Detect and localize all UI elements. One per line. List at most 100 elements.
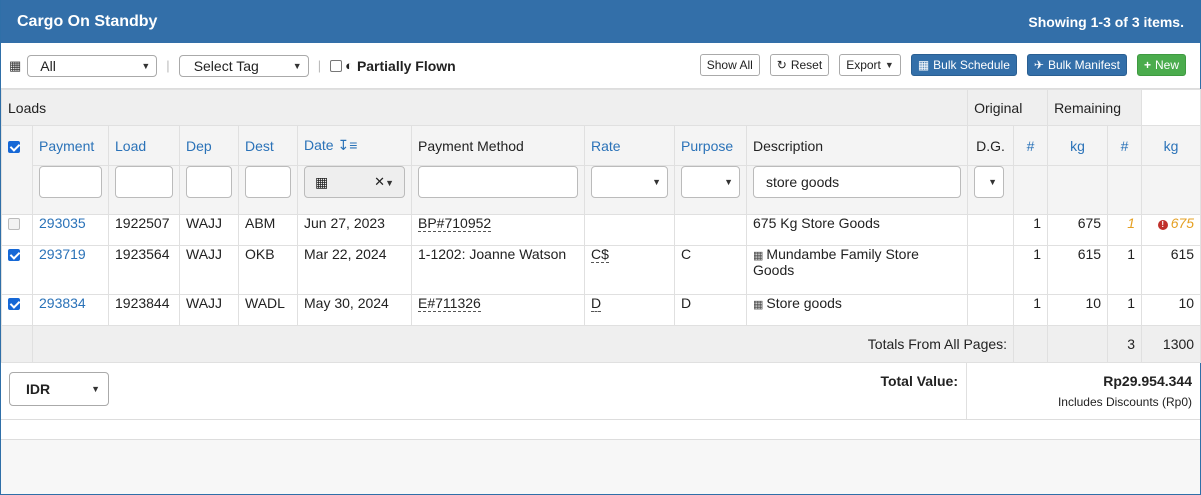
table-row: 293834 1923844 WAJJ WADL May 30, 2024 E#… bbox=[1, 294, 1201, 326]
column-header-load[interactable]: Load bbox=[108, 125, 180, 166]
column-header-dest[interactable]: Dest bbox=[238, 125, 298, 166]
half-circle-icon: ◐ bbox=[345, 58, 353, 73]
column-header-remaining-kg[interactable]: kg bbox=[1141, 125, 1201, 166]
chevron-down-icon: ▼ bbox=[91, 384, 100, 394]
row-select-checkbox[interactable] bbox=[8, 249, 20, 262]
divider: | bbox=[317, 58, 322, 73]
show-all-button[interactable]: Show All bbox=[699, 54, 760, 76]
rate-link[interactable]: C$ bbox=[591, 246, 609, 263]
discount-note: Includes Discounts (Rp0) bbox=[1057, 395, 1192, 409]
payment-link[interactable]: 293719 bbox=[39, 246, 86, 262]
remaining-count-cell: 1 bbox=[1107, 245, 1143, 295]
column-header-dep[interactable]: Dep bbox=[179, 125, 239, 166]
payment-link[interactable]: 293834 bbox=[39, 295, 86, 311]
group-header-loads: Loads bbox=[0, 89, 969, 126]
column-header-description: Description bbox=[745, 125, 969, 166]
dg-cell bbox=[967, 294, 1015, 326]
chevron-down-icon: ▼ bbox=[988, 177, 998, 187]
row-select-checkbox[interactable] bbox=[8, 218, 20, 231]
select-all-checkbox[interactable] bbox=[8, 141, 20, 154]
export-button[interactable]: Export ▼ bbox=[839, 54, 901, 76]
plus-icon: + bbox=[1143, 58, 1151, 72]
column-header-original-kg[interactable]: kg bbox=[1047, 125, 1109, 166]
dest-cell: ABM bbox=[238, 214, 298, 246]
description-cell: ▦ Mundambe Family Store Goods bbox=[745, 245, 969, 295]
toolbar: ▦ All ▼ | Select Tag ▼ | ◐ Partially Flo… bbox=[1, 43, 1200, 89]
remaining-count-cell: 1 bbox=[1107, 294, 1143, 326]
calendar-icon: ▦ bbox=[315, 173, 329, 190]
original-kg-cell: 10 bbox=[1047, 294, 1109, 326]
load-cell: 1922507 bbox=[108, 214, 180, 246]
group-header-original: Original bbox=[967, 89, 1049, 126]
footer-spacer bbox=[1, 420, 1200, 440]
rate-link[interactable]: D bbox=[591, 295, 602, 312]
remaining-count-cell: 1 bbox=[1107, 214, 1143, 246]
column-header-date[interactable]: Date ↧≡ bbox=[297, 125, 412, 166]
chevron-down-icon: ▼ bbox=[141, 60, 151, 71]
chevron-down-icon: ▼ bbox=[292, 60, 302, 71]
cargo-table: Loads Original Remaining Payment Load De… bbox=[0, 89, 1201, 363]
dep-filter-input[interactable] bbox=[186, 166, 232, 198]
original-kg-cell: 675 bbox=[1047, 214, 1109, 246]
dep-cell: WAJJ bbox=[179, 245, 239, 295]
remaining-kg-cell: ! 675 bbox=[1141, 214, 1201, 246]
totals-count: 3 bbox=[1107, 325, 1143, 363]
column-header-original-count[interactable]: # bbox=[1013, 125, 1049, 166]
caret-down-icon: ▼ bbox=[884, 60, 894, 70]
payment-filter-input[interactable] bbox=[39, 166, 102, 198]
purpose-filter-select[interactable]: ▼ bbox=[681, 166, 740, 198]
calendar-icon: ▦ bbox=[753, 250, 764, 262]
row-select-checkbox[interactable] bbox=[8, 298, 20, 311]
load-cell: 1923844 bbox=[108, 294, 180, 326]
purpose-cell: D bbox=[674, 294, 747, 326]
purpose-cell: C bbox=[674, 245, 747, 295]
partially-flown-checkbox[interactable] bbox=[330, 59, 343, 72]
dep-cell: WAJJ bbox=[179, 294, 239, 326]
table-row: 293719 1923564 WAJJ OKB Mar 22, 2024 1-1… bbox=[1, 245, 1201, 295]
description-filter-input[interactable]: store goods bbox=[753, 166, 962, 198]
currency-select[interactable]: IDR ▼ bbox=[9, 372, 109, 406]
payment-method-cell: 1-1202: Joanne Watson bbox=[411, 245, 585, 295]
dest-cell: WADL bbox=[238, 294, 298, 326]
partially-flown-label: Partially Flown bbox=[356, 57, 456, 74]
date-cell: May 30, 2024 bbox=[297, 294, 412, 326]
payment-method-link[interactable]: BP#710952 bbox=[418, 215, 492, 232]
group-header-row: Loads Original Remaining bbox=[0, 89, 1201, 126]
dg-cell bbox=[967, 245, 1015, 295]
calendar-icon: ▦ bbox=[753, 299, 764, 311]
date-range-select[interactable]: All ▼ bbox=[27, 54, 158, 77]
column-header-payment[interactable]: Payment bbox=[32, 125, 109, 166]
bulk-manifest-button[interactable]: ✈ Bulk Manifest bbox=[1026, 54, 1127, 76]
filter-row: ▦ ✕▼ ▼ ▼ store goods ▼ bbox=[2, 165, 1201, 215]
payment-method-link[interactable]: E#711326 bbox=[418, 295, 481, 312]
clear-date-icon[interactable]: ✕▼ bbox=[374, 174, 394, 189]
dest-filter-input[interactable] bbox=[245, 166, 291, 198]
bulk-schedule-button[interactable]: ▦ Bulk Schedule bbox=[910, 54, 1017, 76]
remaining-kg-cell: 615 bbox=[1141, 245, 1201, 295]
group-header-remaining: Remaining bbox=[1047, 89, 1143, 126]
column-header-remaining-count[interactable]: # bbox=[1107, 125, 1143, 166]
original-count-cell: 1 bbox=[1013, 294, 1049, 326]
original-count-cell: 1 bbox=[1013, 245, 1049, 295]
total-value-amount: Rp29.954.344 bbox=[1103, 373, 1192, 389]
payment-method-filter-input[interactable] bbox=[418, 166, 578, 198]
date-filter-picker[interactable]: ▦ ✕▼ bbox=[304, 166, 405, 198]
load-cell: 1923564 bbox=[108, 245, 180, 295]
payment-link[interactable]: 293035 bbox=[39, 215, 86, 231]
new-button[interactable]: + New bbox=[1136, 54, 1186, 76]
column-header-purpose[interactable]: Purpose bbox=[674, 125, 747, 166]
divider: | bbox=[166, 58, 170, 73]
tag-select[interactable]: Select Tag ▼ bbox=[178, 54, 309, 77]
totals-row: Totals From All Pages: 3 1300 bbox=[1, 325, 1201, 363]
column-header-rate[interactable]: Rate bbox=[584, 125, 675, 166]
reset-button[interactable]: ↻ Reset bbox=[769, 54, 830, 76]
load-filter-input[interactable] bbox=[115, 166, 173, 198]
rate-filter-select[interactable]: ▼ bbox=[591, 166, 668, 198]
date-cell: Jun 27, 2023 bbox=[297, 214, 412, 246]
calendar-icon: ▦ bbox=[917, 58, 930, 72]
toolbar-actions: Show All ↻ Reset Export ▼ ▦ Bulk Schedul… bbox=[699, 54, 1186, 76]
dg-filter-select[interactable]: ▼ bbox=[974, 166, 1005, 198]
table-row: 293035 1922507 WAJJ ABM Jun 27, 2023 BP#… bbox=[1, 214, 1201, 246]
rate-cell bbox=[584, 214, 675, 246]
